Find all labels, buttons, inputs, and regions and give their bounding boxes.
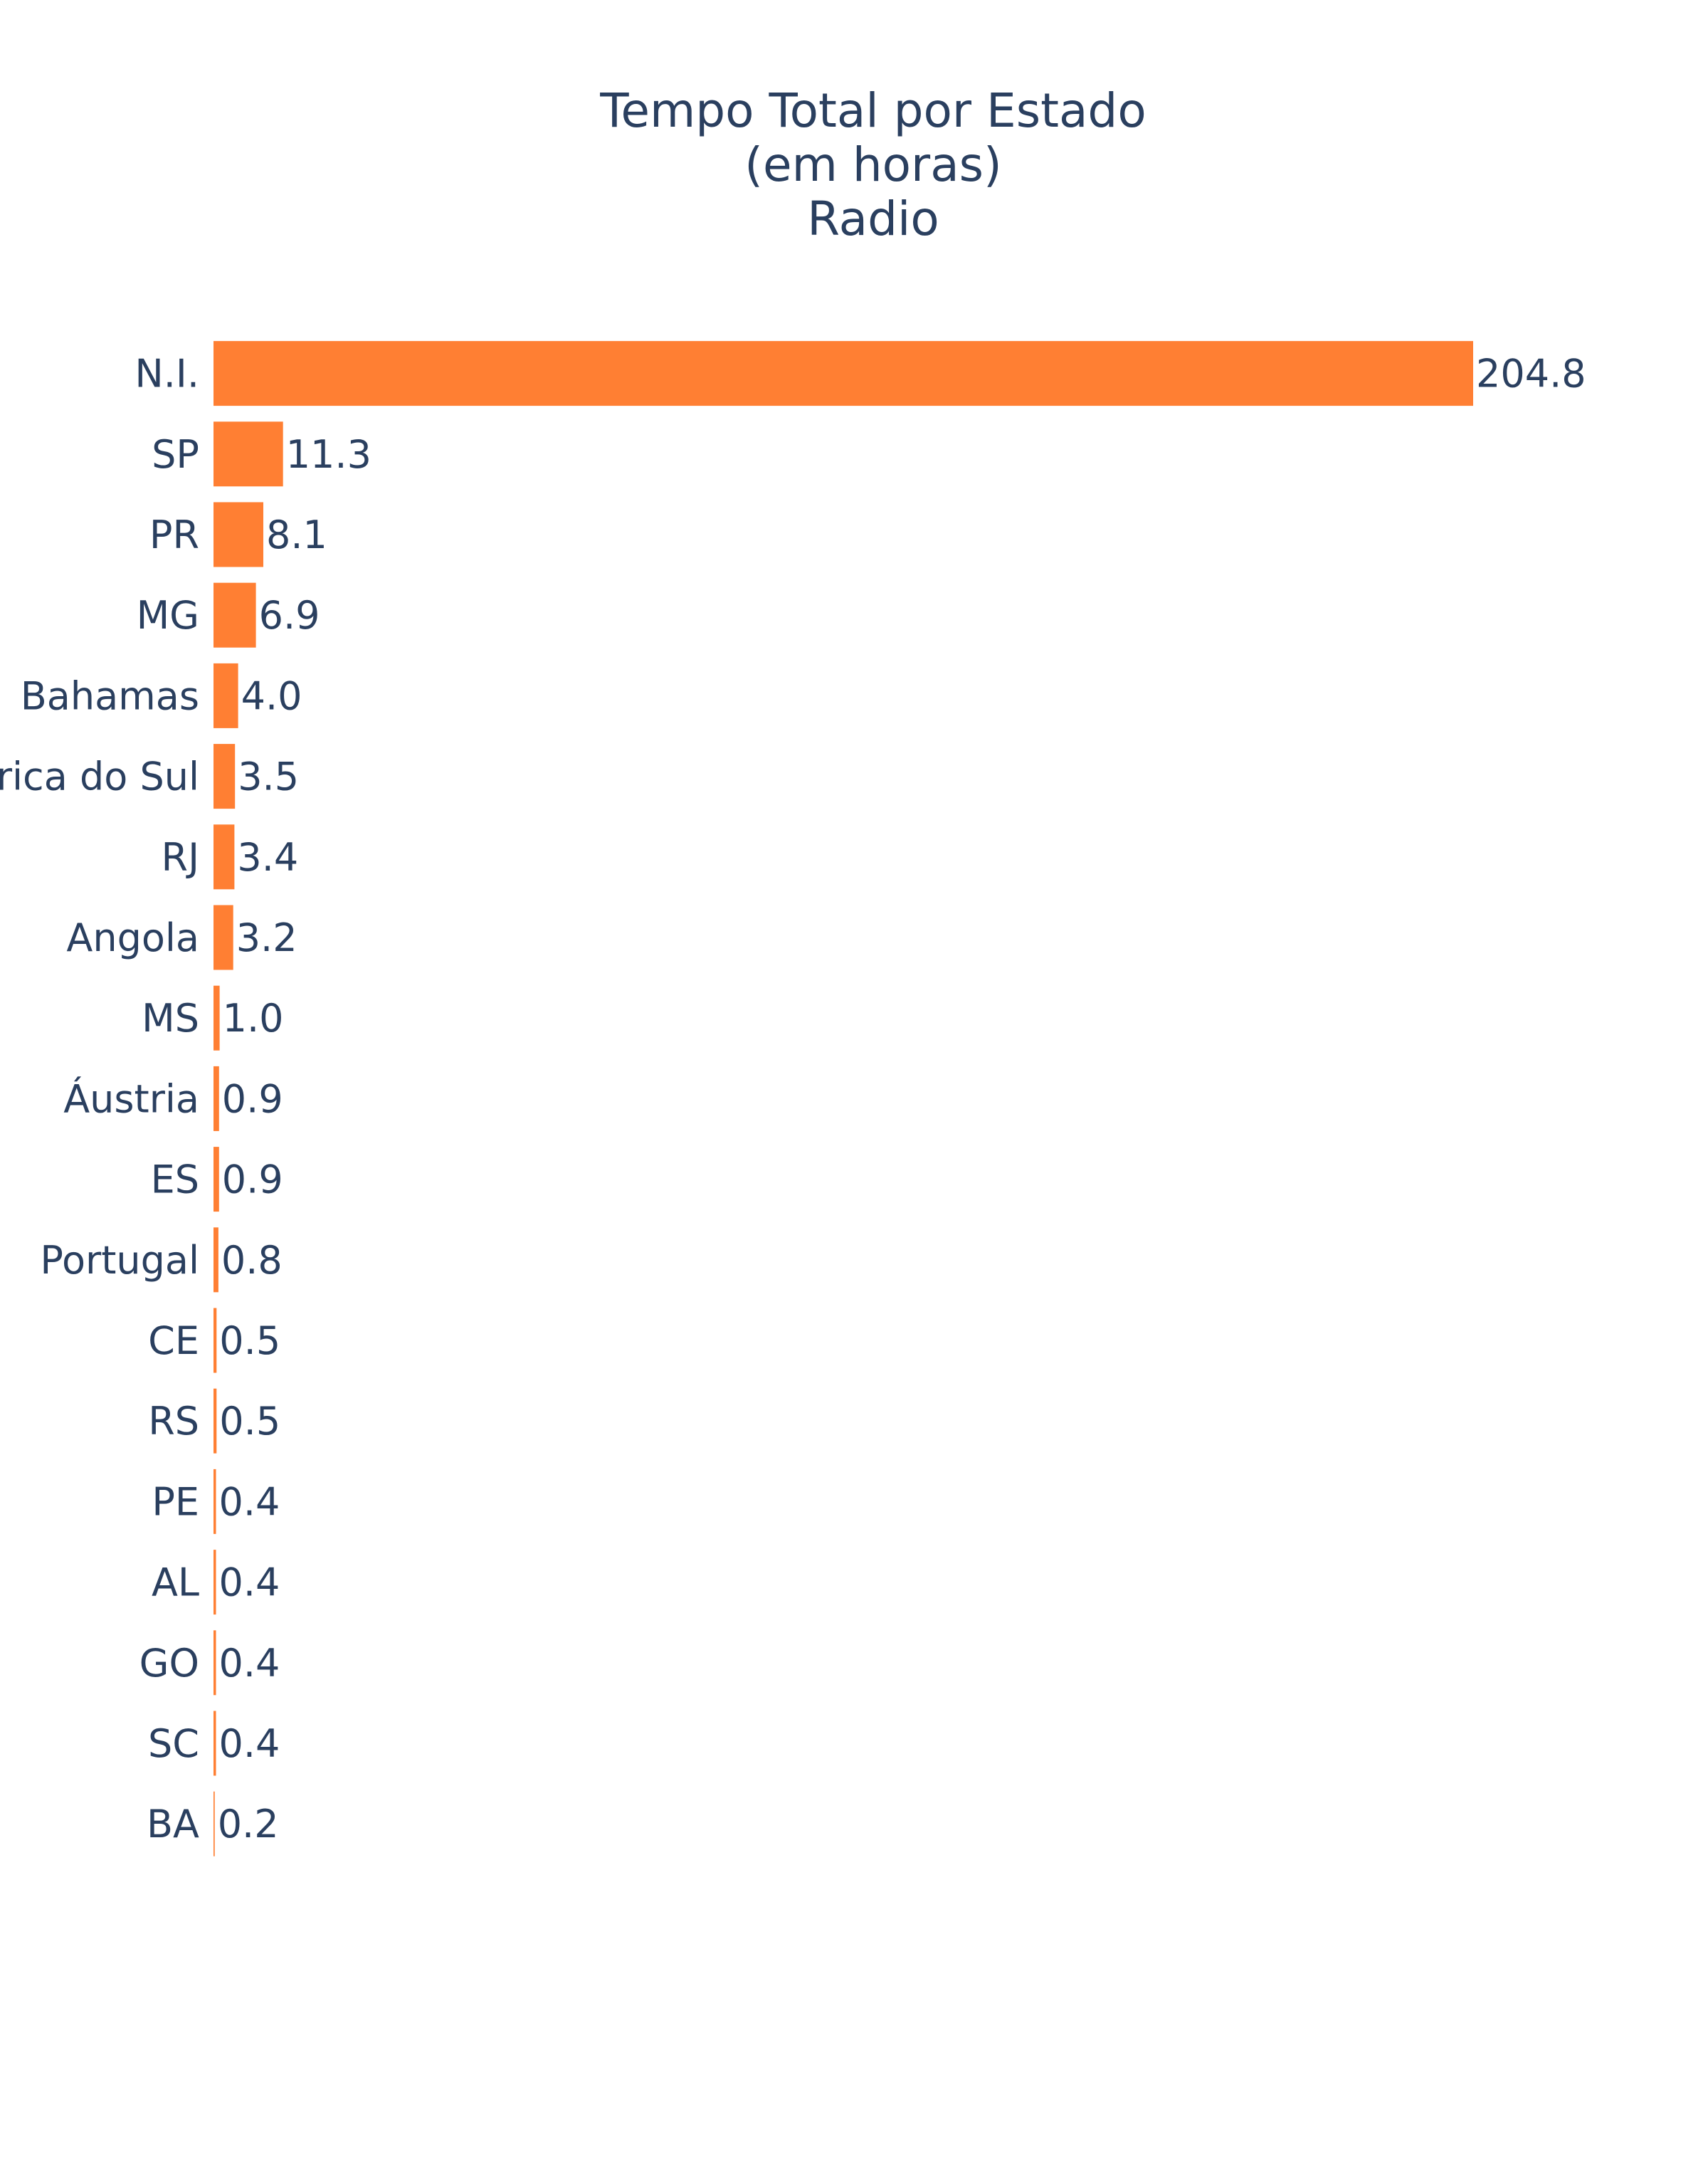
category-label-2: PR [149, 513, 199, 557]
value-label-18: 0.2 [218, 1802, 279, 1847]
category-label-5: África do Sul [0, 755, 199, 799]
bar-17 [214, 1711, 216, 1776]
value-label-2: 8.1 [266, 513, 327, 557]
category-label-11: Portugal [40, 1238, 199, 1283]
bar-8 [214, 985, 220, 1051]
value-label-1: 11.3 [286, 432, 371, 477]
bar-16 [214, 1630, 216, 1696]
bar-12 [214, 1308, 217, 1373]
value-label-8: 1.0 [223, 996, 284, 1041]
category-label-9: Áustria [63, 1076, 199, 1121]
category-label-1: SP [152, 432, 199, 477]
value-label-7: 3.2 [236, 915, 297, 960]
bar-11 [214, 1227, 218, 1293]
value-label-16: 0.4 [219, 1641, 280, 1686]
plot-area: N.I. 204.8 SP 11.3 PR 8.1 MG 6.9 Bahamas 4.0 Áfric… [0, 341, 1586, 1856]
value-label-13: 0.5 [219, 1399, 280, 1444]
category-label-3: MG [137, 593, 199, 638]
bar-14 [214, 1469, 216, 1534]
category-label-15: AL [152, 1560, 199, 1605]
category-label-18: BA [147, 1802, 199, 1847]
value-label-14: 0.4 [219, 1479, 280, 1524]
value-label-9: 0.9 [222, 1076, 283, 1121]
bar-18 [214, 1791, 215, 1856]
bar-4 [214, 663, 238, 728]
category-label-4: Bahamas [21, 673, 199, 718]
chart-title-line-1: Tempo Total por Estado [599, 83, 1146, 138]
value-label-3: 6.9 [259, 593, 320, 638]
category-label-6: RJ [162, 835, 199, 880]
category-label-8: MS [142, 996, 199, 1041]
chart-title: Tempo Total por Estado (em horas) Radio [599, 83, 1146, 246]
bar-0 [214, 341, 1473, 406]
bar-5 [214, 744, 236, 809]
value-label-4: 4.0 [241, 673, 302, 718]
bar-13 [214, 1388, 217, 1454]
category-label-14: PE [152, 1479, 199, 1524]
bar-15 [214, 1550, 216, 1615]
bar-6 [214, 824, 235, 890]
category-label-17: SC [148, 1721, 199, 1766]
value-label-6: 3.4 [237, 835, 298, 880]
category-label-12: CE [148, 1318, 199, 1363]
value-label-10: 0.9 [222, 1157, 283, 1202]
value-label-0: 204.8 [1476, 352, 1586, 396]
category-label-7: Angola [66, 915, 199, 960]
bar-7 [214, 905, 233, 970]
category-label-10: ES [151, 1157, 199, 1202]
category-label-16: GO [139, 1641, 199, 1686]
category-label-0: N.I. [135, 352, 199, 396]
chart-title-line-2: (em horas) [744, 137, 1002, 192]
value-label-5: 3.5 [238, 755, 299, 799]
bar-10 [214, 1147, 219, 1212]
value-label-11: 0.8 [221, 1238, 283, 1283]
bar-2 [214, 502, 263, 567]
value-label-15: 0.4 [219, 1560, 280, 1605]
bar-1 [214, 421, 283, 487]
value-label-17: 0.4 [219, 1721, 280, 1766]
category-label-13: RS [148, 1399, 199, 1444]
chart-title-line-3: Radio [807, 191, 939, 246]
bar-9 [214, 1066, 219, 1131]
bar-3 [214, 582, 256, 648]
value-label-12: 0.5 [219, 1318, 280, 1363]
